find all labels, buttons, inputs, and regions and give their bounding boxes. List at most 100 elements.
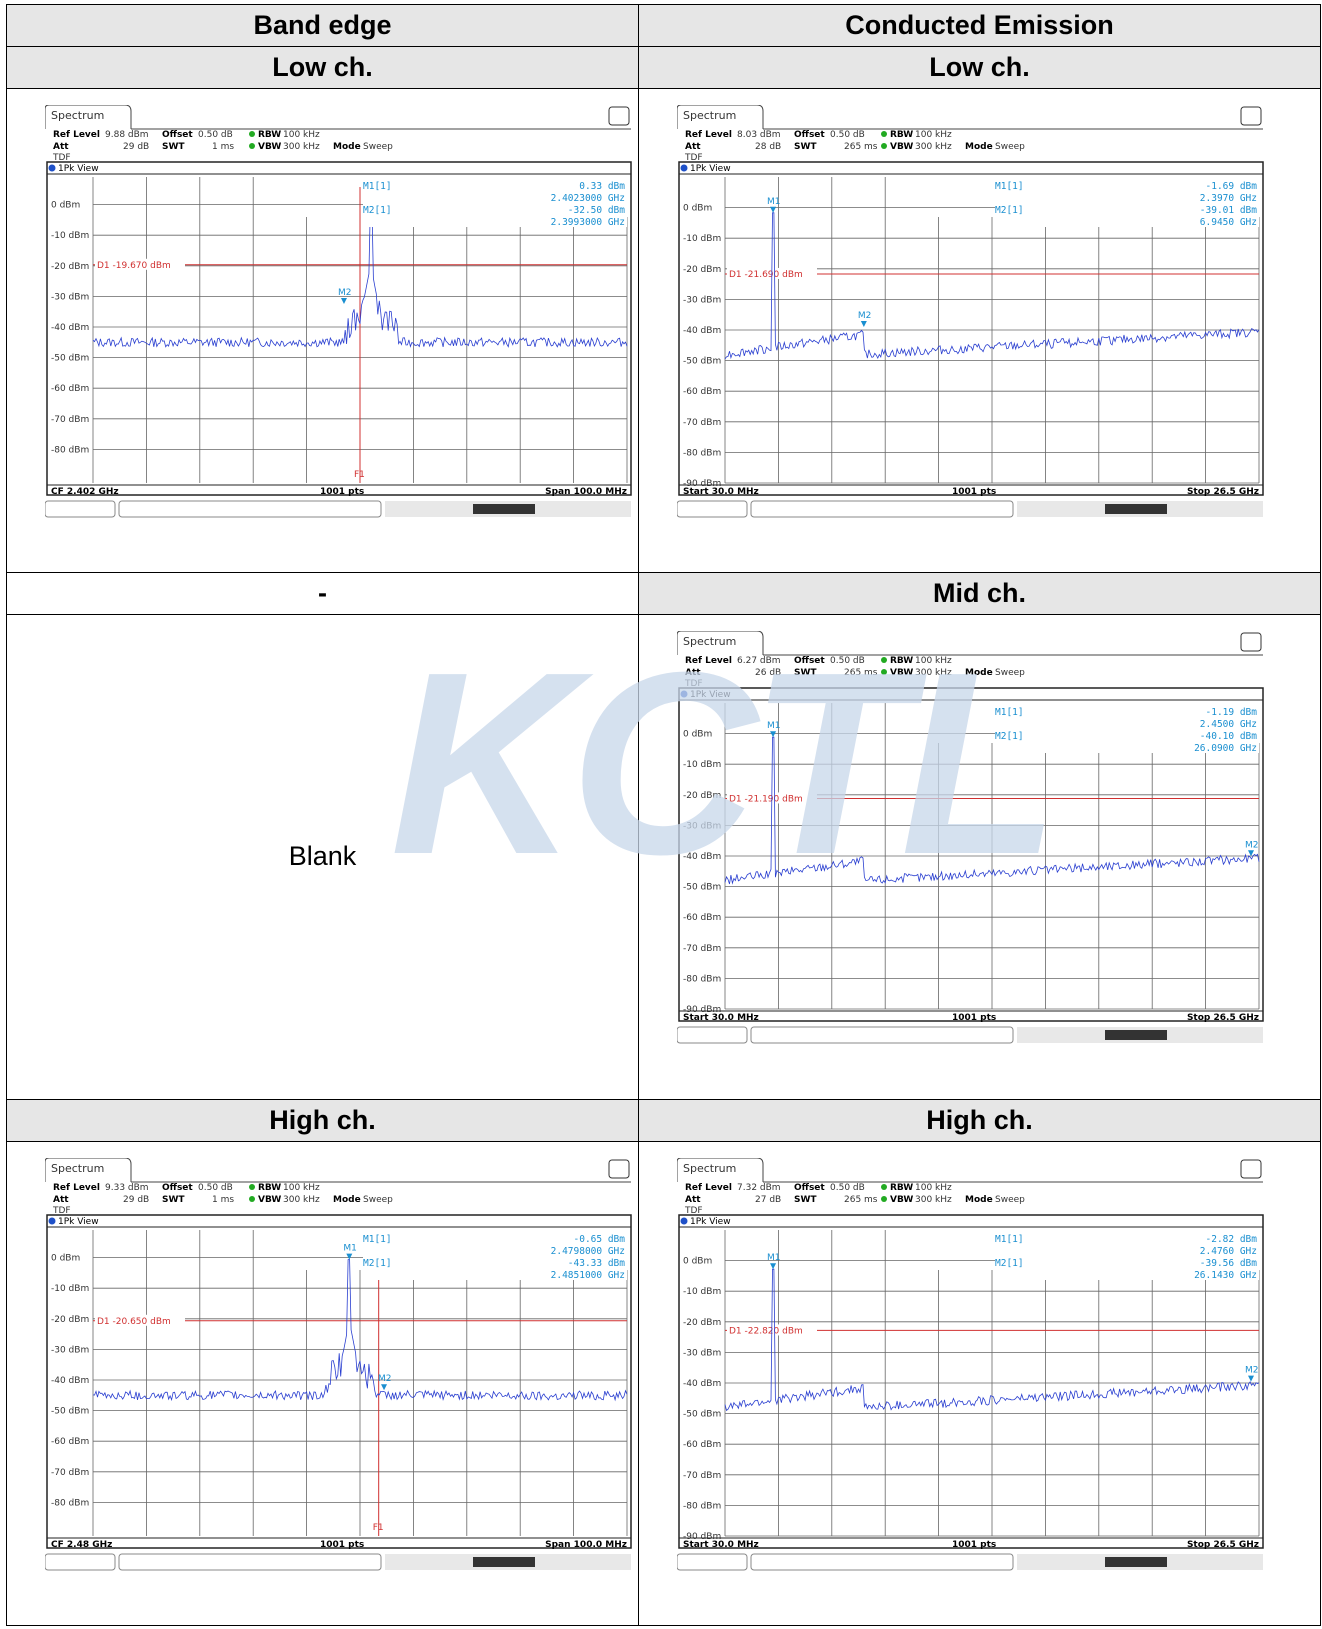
tab-label: Spectrum — [683, 635, 736, 648]
footer-left-label: Start 30.0 MHz — [683, 1540, 759, 1550]
footer-mid-label: 1001 pts — [320, 1540, 364, 1550]
settings-icon — [608, 106, 630, 126]
row-label-left-high: High ch. — [6, 1098, 639, 1142]
trace-indicator-icon — [680, 690, 688, 698]
footer-mid-label: 1001 pts — [952, 487, 996, 497]
y-tick-label: -40 dBm — [51, 323, 89, 333]
readout-marker-name: M2[1] — [995, 731, 1024, 742]
trace-indicator-icon — [48, 1217, 56, 1225]
cell-conducted-mid: Spectrum Ref Level 6.27 dBm Offset 0.50 dB RB… — [638, 614, 1321, 1100]
progress-bar-icon — [1105, 503, 1167, 514]
spectrum-svg: Spectrum Ref Level 6.27 dBm Offset 0.50 dB RB… — [677, 631, 1264, 1044]
status-box-left — [677, 1026, 748, 1044]
progress-bar-icon — [1105, 1556, 1167, 1567]
rbw-label: RBW — [890, 656, 913, 666]
settings-icon — [608, 1159, 630, 1179]
tab-label: Spectrum — [683, 109, 736, 122]
frequency-line-label: F1 — [373, 1523, 384, 1533]
y-tick-label: -60 dBm — [683, 387, 721, 397]
cell-conducted-low: Spectrum Ref Level 8.03 dBm Offset 0.50 dB RB… — [638, 87, 1321, 574]
offset-value: 0.50 dB — [198, 130, 233, 140]
mode-label: Mode — [333, 142, 361, 152]
marker-triangle-icon — [346, 1253, 353, 1260]
vbw-value: 300 kHz — [283, 142, 320, 152]
offset-label: Offset — [794, 1183, 825, 1193]
mode-label: Mode — [965, 1195, 993, 1205]
y-tick-label: 0 dBm — [51, 1253, 80, 1263]
marker-triangle-icon — [1247, 1375, 1254, 1382]
footer-mid-label: 1001 pts — [952, 1540, 996, 1550]
y-tick-label: -80 dBm — [51, 1498, 89, 1508]
frequency-line-label: F1 — [354, 470, 365, 480]
y-tick-label: -50 dBm — [683, 357, 721, 367]
y-tick-label: 0 dBm — [683, 204, 712, 214]
y-tick-label: -30 dBm — [683, 822, 721, 832]
footer-left-label: CF 2.402 GHz — [51, 487, 119, 497]
status-box-left — [677, 500, 748, 518]
footer-left-label: Start 30.0 MHz — [683, 1013, 759, 1023]
rbw-coupled-icon — [881, 130, 887, 137]
mode-label: Mode — [333, 1195, 361, 1205]
readout-level: -39.56 dBm — [1200, 1258, 1257, 1269]
marker-label: M2 — [858, 311, 872, 321]
att-label: Att — [53, 142, 69, 152]
ref-level-value: 9.88 dBm — [105, 130, 149, 140]
view-label: 1Pk View — [690, 690, 731, 700]
readout-level: -32.50 dBm — [568, 205, 625, 216]
mode-value: Sweep — [363, 142, 393, 152]
display-line-label: D1 -19.670 dBm — [97, 261, 171, 271]
y-tick-label: -60 dBm — [683, 913, 721, 923]
att-label: Att — [685, 1195, 701, 1205]
readout-frequency: 2.4851000 GHz — [551, 1270, 625, 1281]
settings-icon — [1240, 632, 1262, 652]
view-label: 1Pk View — [690, 164, 731, 174]
tdf-label: TDF — [52, 1206, 71, 1216]
readout-marker-name: M2[1] — [363, 1258, 392, 1269]
tab-outline — [677, 104, 764, 129]
y-tick-label: -70 dBm — [51, 415, 89, 425]
row-label-left-mid: - — [6, 572, 639, 616]
status-box-mid — [750, 1026, 1014, 1044]
ref-level-value: 6.27 dBm — [737, 656, 781, 666]
row-label-left-low: Low ch. — [6, 45, 639, 89]
y-tick-label: -10 dBm — [683, 234, 721, 244]
progress-bar-icon — [473, 1556, 535, 1567]
y-tick-label: -10 dBm — [51, 1284, 89, 1294]
readout-bg — [995, 178, 1259, 227]
status-box-mid — [750, 1553, 1014, 1571]
spectrum-trace — [724, 737, 1260, 885]
cell-band-edge-high: Spectrum Ref Level 9.33 dBm Offset 0.50 dB RB… — [6, 1140, 639, 1627]
status-box-left — [45, 500, 116, 518]
y-tick-label: -50 dBm — [51, 354, 89, 364]
y-tick-label: -70 dBm — [683, 944, 721, 954]
offset-label: Offset — [162, 1183, 193, 1193]
readout-level: -1.69 dBm — [1206, 181, 1258, 192]
marker-label: M2 — [1245, 1365, 1259, 1375]
vbw-coupled-icon — [249, 1195, 255, 1202]
readout-marker-name: M1[1] — [363, 1234, 392, 1245]
y-tick-label: -70 dBm — [683, 1470, 721, 1480]
y-tick-label: -20 dBm — [51, 262, 89, 272]
footer-right-label: Stop 26.5 GHz — [1187, 487, 1259, 497]
tdf-label: TDF — [684, 1206, 703, 1216]
marker-triangle-icon — [860, 320, 867, 327]
readout-level: -39.01 dBm — [1200, 205, 1257, 216]
spectrum-trace — [92, 1258, 628, 1401]
tdf-label: TDF — [684, 153, 703, 163]
tab-outline — [677, 1157, 764, 1182]
spectrum-trace — [724, 212, 1260, 360]
spectrum-trace — [92, 203, 628, 348]
mode-label: Mode — [965, 668, 993, 678]
tab-outline — [45, 1157, 132, 1182]
readout-frequency: 2.4500 GHz — [1200, 719, 1257, 730]
swt-label: SWT — [794, 142, 817, 152]
spectrum-panel-band-edge-high: Spectrum Ref Level 9.33 dBm Offset 0.50 dB RB… — [45, 1157, 635, 1598]
y-tick-label: -50 dBm — [51, 1406, 89, 1416]
y-tick-label: -70 dBm — [683, 418, 721, 428]
swt-label: SWT — [162, 1195, 185, 1205]
y-tick-label: -80 dBm — [683, 975, 721, 985]
y-tick-label: -20 dBm — [683, 265, 721, 275]
vbw-value: 300 kHz — [915, 668, 952, 678]
readout-marker-name: M2[1] — [995, 205, 1024, 216]
spectrum-panel-conducted-mid: Spectrum Ref Level 6.27 dBm Offset 0.50 dB RB… — [677, 631, 1267, 1071]
